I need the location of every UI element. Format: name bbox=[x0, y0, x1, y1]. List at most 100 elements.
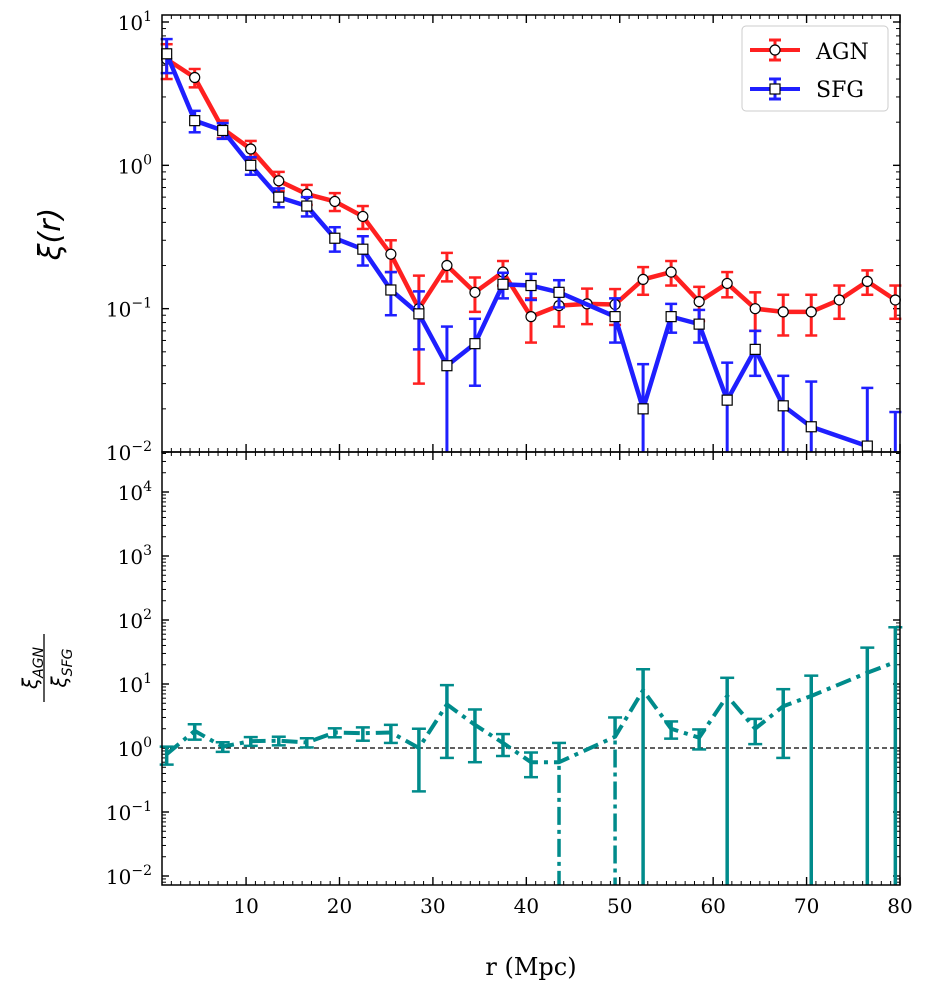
bottom-y-tick-label: 101 bbox=[118, 671, 152, 697]
x-tick-label: 70 bbox=[794, 894, 819, 918]
tick-base: 10 bbox=[118, 481, 143, 505]
sfg-point bbox=[357, 243, 369, 255]
x-tick-label: 10 bbox=[233, 894, 258, 918]
agn-point bbox=[329, 195, 341, 208]
tick-exponent: 0 bbox=[143, 152, 152, 168]
x-axis-label: r (Mpc) bbox=[485, 953, 576, 981]
x-tick-label: 80 bbox=[887, 894, 912, 918]
legend-box bbox=[741, 25, 889, 112]
bottom-axes-frame bbox=[161, 451, 901, 886]
sfg-series-line bbox=[164, 52, 869, 449]
sfg-point bbox=[497, 278, 509, 290]
tick-exponent: 4 bbox=[143, 479, 152, 495]
ratio-label-numerator: ξAGN bbox=[18, 646, 47, 690]
ratio-label-denominator: ξSFG bbox=[47, 648, 76, 688]
tick-base: 10 bbox=[118, 545, 143, 569]
ratio-den-subscript: SFG bbox=[60, 648, 76, 676]
sfg-point bbox=[665, 311, 677, 323]
sfg-point bbox=[329, 232, 341, 244]
agn-point bbox=[693, 296, 705, 308]
top-y-tick-label: 100 bbox=[118, 152, 152, 178]
sfg-point bbox=[693, 318, 705, 330]
tick-exponent: 1 bbox=[143, 9, 152, 25]
agn-point bbox=[637, 273, 649, 286]
bottom-y-tick-label: 10−1 bbox=[106, 799, 152, 825]
ratio-num-subscript: AGN bbox=[31, 646, 47, 678]
sfg-point bbox=[609, 311, 621, 323]
top-y-tick-label: 10−1 bbox=[106, 296, 152, 322]
tick-base: 10 bbox=[106, 865, 131, 889]
tick-base: 10 bbox=[106, 298, 131, 322]
tick-exponent: 2 bbox=[143, 607, 152, 623]
bottom-y-tick-label: 104 bbox=[118, 479, 152, 505]
agn-point bbox=[441, 259, 453, 272]
ratio-series-line bbox=[165, 660, 897, 765]
agn-point bbox=[189, 71, 201, 84]
agn-point bbox=[469, 286, 481, 298]
bottom-y-tick-label: 102 bbox=[118, 607, 152, 633]
tick-exponent: 1 bbox=[143, 671, 152, 687]
tick-exponent: −1 bbox=[131, 799, 152, 815]
agn-point bbox=[777, 306, 789, 318]
sfg-point bbox=[861, 440, 873, 452]
sfg-point bbox=[413, 308, 425, 320]
legend-agn-marker bbox=[769, 44, 781, 56]
sfg-point bbox=[525, 279, 537, 292]
bottom-series bbox=[159, 626, 903, 885]
legend-entry-agn: AGN bbox=[750, 38, 869, 65]
bottom-y-tick-label: 100 bbox=[118, 735, 152, 761]
top-y-axis-label: ξ(r) bbox=[33, 208, 68, 261]
sfg-point bbox=[217, 124, 229, 137]
tick-base: 10 bbox=[118, 737, 143, 761]
tick-exponent: 3 bbox=[143, 543, 152, 559]
x-tick-label: 30 bbox=[420, 894, 445, 918]
sfg-point bbox=[161, 48, 173, 60]
tick-base: 10 bbox=[118, 11, 143, 35]
agn-point bbox=[749, 303, 761, 315]
x-tick-label: 40 bbox=[514, 894, 539, 918]
agn-point bbox=[665, 266, 677, 278]
sfg-point bbox=[749, 343, 761, 355]
agn-point bbox=[721, 277, 733, 290]
tick-base: 10 bbox=[106, 801, 131, 825]
sfg-point bbox=[189, 115, 201, 127]
x-tick-label: 50 bbox=[607, 894, 632, 918]
bottom-y-axis-label: ξAGN ξSFG bbox=[18, 634, 76, 702]
tick-base: 10 bbox=[106, 441, 131, 465]
agn-point bbox=[245, 143, 257, 155]
sfg-point bbox=[805, 421, 817, 433]
tick-exponent: 0 bbox=[143, 735, 152, 751]
agn-point bbox=[273, 175, 285, 187]
legend-entry-sfg: SFG bbox=[750, 77, 864, 103]
agn-point bbox=[833, 294, 845, 306]
agn-point bbox=[525, 311, 537, 323]
tick-base: 10 bbox=[118, 673, 143, 697]
sfg-point bbox=[301, 200, 313, 212]
bottom-x-tick-labels: 10 20 30 40 50 60 70 80 bbox=[233, 894, 912, 918]
legend: AGN SFG bbox=[741, 25, 889, 112]
tick-exponent: −2 bbox=[131, 439, 152, 455]
bottom-axis-ticks bbox=[162, 452, 901, 885]
bottom-y-tick-label: 10−2 bbox=[106, 863, 152, 889]
agn-point bbox=[889, 294, 901, 306]
agn-point bbox=[861, 275, 873, 287]
sfg-point bbox=[441, 360, 453, 372]
sfg-point bbox=[469, 338, 481, 350]
legend-sfg-label: SFG bbox=[816, 78, 864, 103]
legend-agn-label: AGN bbox=[815, 40, 869, 65]
tick-exponent: −1 bbox=[131, 296, 152, 312]
agn-point bbox=[357, 210, 369, 223]
sfg-point bbox=[777, 400, 789, 412]
ratio-num-symbol: ξ bbox=[18, 677, 42, 690]
sfg-point bbox=[385, 284, 397, 296]
tick-base: 10 bbox=[118, 609, 143, 633]
agn-point bbox=[805, 306, 817, 318]
tick-base: 10 bbox=[118, 154, 143, 178]
sfg-point bbox=[273, 191, 285, 203]
tick-exponent: −2 bbox=[131, 863, 152, 879]
